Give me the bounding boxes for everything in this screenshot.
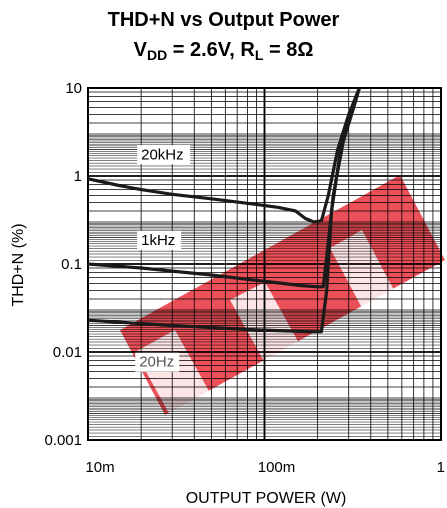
rl-symbol: R (240, 39, 255, 61)
series-line-20hz (87, 87, 361, 334)
y-axis-label: THD+N (%) (10, 223, 27, 306)
x-tick-label: 10m (85, 459, 114, 476)
series-line-20khz (87, 87, 361, 224)
rl-subscript: L (254, 47, 264, 63)
vdd-subscript: DD (146, 47, 168, 63)
x-tick-label: 100m (258, 459, 296, 476)
curve-label-bg (137, 145, 191, 165)
x-axis-label: OUTPUT POWER (W) (186, 490, 347, 507)
y-tick-label: 0.01 (53, 344, 82, 361)
plot-series (87, 87, 361, 334)
curve-label-20hz: 20Hz (139, 354, 174, 371)
vdd-symbol: V (133, 39, 147, 61)
curve-label-1khz: 1kHz (141, 232, 175, 249)
y-tick-label: 0.001 (44, 432, 82, 449)
chart-title: THD+N vs Output Power (107, 9, 340, 31)
rl-value: = 8Ω (263, 39, 314, 61)
y-tick-label: 10 (65, 80, 82, 97)
y-tick-label: 1 (74, 168, 82, 185)
curve-label-bg (137, 230, 182, 250)
x-tick-label: 1 (437, 459, 445, 476)
y-tick-label: 0.1 (61, 256, 82, 273)
chart-subtitle: VDD = 2.6V, RL = 8Ω (0, 38, 447, 62)
curve-labels: 20kHz 1kHz 20Hz (135, 145, 191, 372)
watermark-cutout (330, 230, 395, 310)
curve-label-bg (135, 352, 180, 372)
plot-grid (87, 87, 442, 441)
vdd-value: = 2.6V, (167, 39, 241, 61)
curve-label-20khz: 20kHz (141, 146, 184, 163)
